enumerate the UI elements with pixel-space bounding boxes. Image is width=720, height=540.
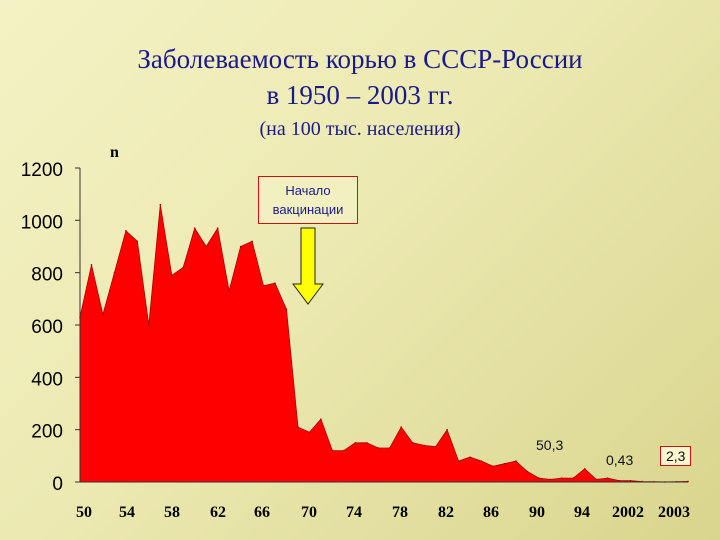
- data-point: [102, 313, 104, 316]
- data-point: [205, 245, 207, 248]
- chart-title-line-1: Заболеваемость корью в СССР-России: [137, 44, 583, 74]
- data-point: [618, 479, 620, 482]
- data-point: [239, 245, 242, 248]
- x-tick-label: 50: [76, 504, 92, 521]
- chart-title-line-2: в 1950 – 2003 гг.: [266, 80, 454, 110]
- data-point: [583, 468, 586, 470]
- data-point: [182, 266, 185, 269]
- data-point: [354, 441, 357, 444]
- data-point: [629, 479, 632, 482]
- data-point: [90, 264, 93, 266]
- data-point: [469, 456, 471, 458]
- x-tick-label: 94: [574, 504, 590, 521]
- data-point: [193, 227, 196, 229]
- y-tick-label: 1200: [21, 160, 63, 181]
- data-point: [343, 449, 345, 452]
- data-label: 0,43: [606, 452, 634, 468]
- data-point: [457, 460, 460, 462]
- data-point: [148, 324, 150, 326]
- data-point: [297, 426, 299, 428]
- x-tick-label: 2003: [658, 504, 690, 521]
- x-tick-label: 2002: [612, 504, 644, 521]
- data-point: [595, 478, 598, 481]
- data-point: [228, 290, 230, 292]
- data-point: [606, 477, 609, 479]
- x-tick-label: 66: [254, 504, 270, 521]
- data-point: [125, 230, 127, 232]
- y-tick-label: 400: [31, 369, 63, 390]
- data-point: [480, 460, 483, 462]
- incidence-area-series: [79, 204, 689, 483]
- vaccination-start-callout: Начало вакцинации: [258, 176, 358, 224]
- x-tick-label: 74: [346, 504, 362, 521]
- data-point: [365, 441, 368, 444]
- chart-subtitle: (на 100 тыс. населения): [259, 118, 461, 140]
- y-axis-label: n: [110, 144, 119, 161]
- data-point: [549, 478, 552, 481]
- x-tick-label: 82: [438, 504, 454, 521]
- data-point: [503, 462, 506, 465]
- callout-line-2: вакцинации: [272, 202, 344, 217]
- callout-line-1: Начало: [285, 183, 331, 198]
- y-tick-label: 200: [31, 422, 63, 443]
- data-point: [136, 240, 139, 243]
- x-tick-label: 90: [529, 504, 545, 521]
- data-point: [320, 418, 322, 421]
- data-point: [561, 477, 563, 479]
- data-point: [446, 428, 448, 431]
- data-point: [423, 444, 425, 447]
- y-tick-label: 0: [52, 474, 63, 495]
- data-point: [285, 308, 288, 311]
- data-point: [251, 240, 253, 243]
- data-point: [262, 284, 265, 287]
- data-label: 2,3: [660, 446, 692, 466]
- data-point: [538, 477, 540, 479]
- data-point: [411, 441, 414, 444]
- data-point: [377, 447, 380, 449]
- x-tick-label: 86: [483, 504, 499, 521]
- data-point: [492, 465, 494, 468]
- vaccination-arrow-icon: [292, 227, 324, 305]
- y-tick-label: 800: [31, 265, 63, 286]
- y-tick-label: 1000: [21, 212, 63, 233]
- data-label: 50,3: [536, 437, 564, 453]
- data-point: [400, 426, 403, 428]
- data-point: [388, 447, 391, 449]
- data-point: [331, 449, 334, 452]
- data-point: [526, 470, 529, 473]
- x-tick-label: 70: [301, 504, 317, 521]
- x-tick-label: 62: [210, 504, 226, 521]
- data-point: [434, 445, 437, 448]
- data-point: [274, 282, 276, 284]
- data-point: [170, 274, 173, 277]
- data-point: [159, 203, 162, 206]
- y-tick-label: 600: [31, 317, 63, 338]
- data-point: [515, 460, 517, 462]
- x-tick-label: 54: [119, 504, 135, 521]
- x-tick-label: 58: [164, 504, 180, 521]
- data-point: [216, 227, 219, 229]
- data-point: [572, 477, 575, 479]
- x-tick-label: 78: [392, 504, 408, 521]
- data-point: [308, 431, 311, 434]
- data-point: [113, 271, 116, 274]
